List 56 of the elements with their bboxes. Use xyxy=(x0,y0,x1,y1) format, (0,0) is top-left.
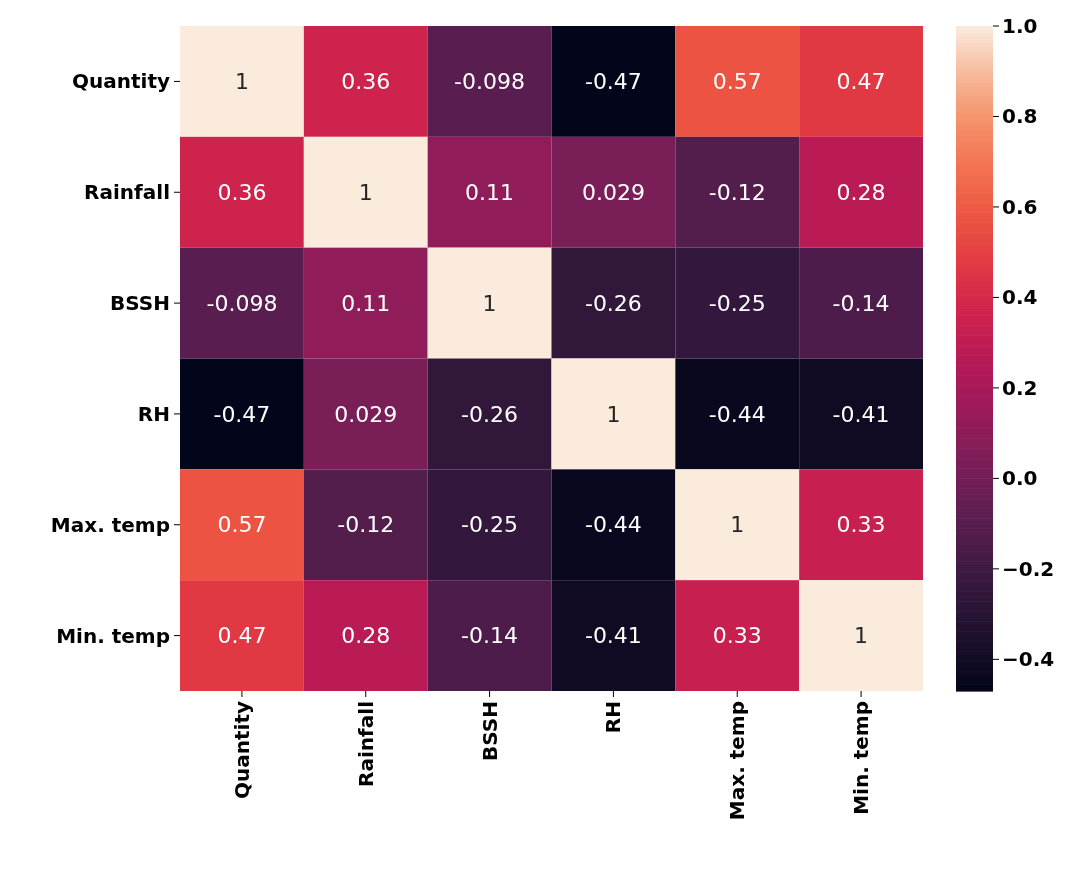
y-tick-label: Max. temp xyxy=(50,512,170,537)
color-bar-label: −0.4 xyxy=(1002,647,1055,672)
data-label: 0.57 xyxy=(712,69,762,95)
data-label: 0.029 xyxy=(581,179,645,205)
color-bar-label: 0.0 xyxy=(1002,466,1038,491)
data-label: 0.11 xyxy=(341,290,391,316)
data-label: -0.44 xyxy=(708,401,766,427)
data-label: -0.14 xyxy=(461,623,519,649)
x-tick-label: Min. temp xyxy=(849,701,874,815)
y-tick-label: RH xyxy=(137,401,170,426)
data-label: -0.098 xyxy=(206,290,278,316)
data-label: 1 xyxy=(358,179,373,205)
x-tick-label: Rainfall xyxy=(353,701,378,787)
data-label: 0.33 xyxy=(712,623,762,649)
data-label: 0.47 xyxy=(836,69,886,95)
data-label: 0.029 xyxy=(334,401,398,427)
data-label: -0.47 xyxy=(584,69,642,95)
data-label: 0.28 xyxy=(341,623,391,649)
data-label: -0.41 xyxy=(584,623,642,649)
data-label: -0.47 xyxy=(213,401,271,427)
color-bar-label: −0.2 xyxy=(1002,556,1055,581)
data-label: 1 xyxy=(234,69,249,95)
data-label: -0.12 xyxy=(708,179,766,205)
color-bar-label: 0.6 xyxy=(1002,194,1038,219)
y-tick-label: Min. temp xyxy=(56,623,170,648)
data-label: 0.28 xyxy=(836,179,886,205)
data-label: -0.41 xyxy=(832,401,890,427)
data-label: 0.11 xyxy=(465,179,515,205)
data-label: 0.57 xyxy=(217,512,267,538)
color-bar-label: 0.2 xyxy=(1002,375,1038,400)
data-label: 1 xyxy=(606,401,621,427)
data-label: -0.098 xyxy=(454,69,526,95)
data-label: -0.26 xyxy=(584,290,642,316)
data-label: 1 xyxy=(482,290,497,316)
y-tick-label: BSSH xyxy=(110,291,170,316)
data-label: 0.33 xyxy=(836,512,886,538)
data-label: -0.12 xyxy=(337,512,395,538)
x-tick-label: BSSH xyxy=(477,701,502,761)
x-tick-label: RH xyxy=(601,701,626,734)
color-bar-label: 1.0 xyxy=(1002,14,1038,38)
x-tick-label: Quantity xyxy=(229,701,254,799)
data-label: -0.25 xyxy=(708,290,766,316)
x-tick-label: Max. temp xyxy=(725,701,750,821)
data-label: 0.47 xyxy=(217,623,267,649)
data-label: 0.36 xyxy=(341,69,391,95)
data-label: -0.26 xyxy=(461,401,519,427)
color-bar-label: 0.8 xyxy=(1002,104,1038,129)
data-label: -0.25 xyxy=(461,512,519,538)
data-label: -0.14 xyxy=(832,290,890,316)
data-label: -0.44 xyxy=(584,512,642,538)
color-bar-label: 0.4 xyxy=(1002,285,1038,310)
data-label: 0.36 xyxy=(217,179,267,205)
y-tick-label: Quantity xyxy=(72,69,170,94)
data-label: 1 xyxy=(730,512,745,538)
data-label: 1 xyxy=(854,623,869,649)
y-tick-label: Rainfall xyxy=(84,180,170,205)
